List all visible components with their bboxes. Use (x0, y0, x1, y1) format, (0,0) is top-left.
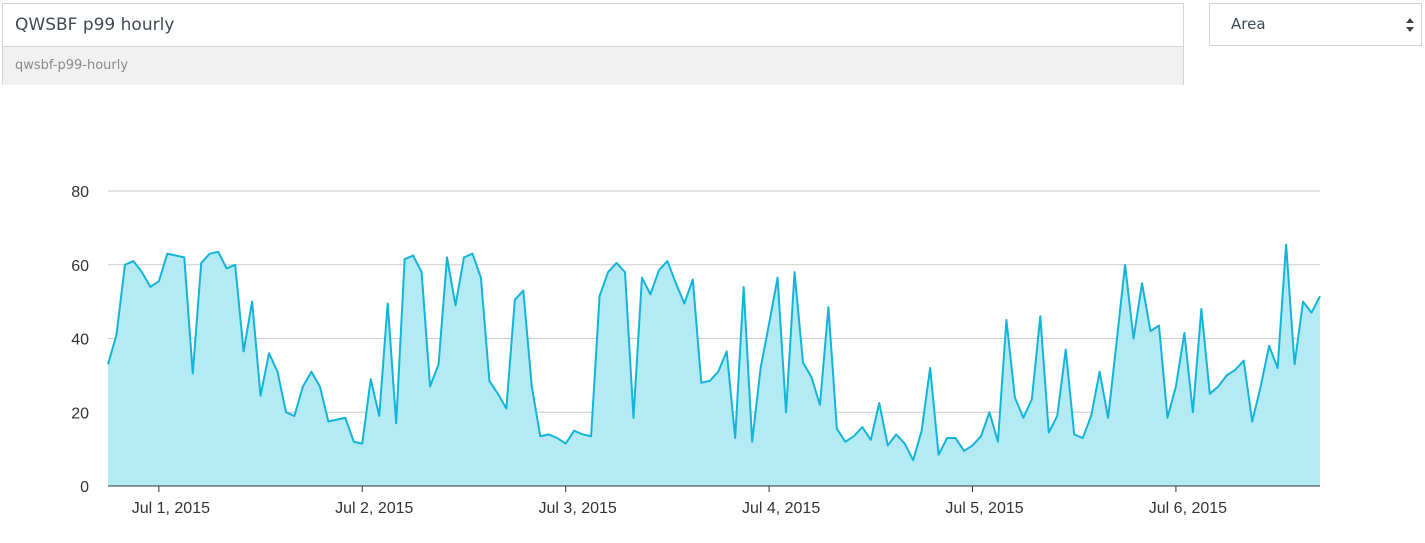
chart-type-select[interactable]: Area (1209, 3, 1422, 46)
y-tick-label-40: 40 (71, 332, 89, 349)
y-tick-label-80: 80 (71, 184, 89, 201)
y-axis: 0 20 40 60 80 (71, 184, 89, 496)
chart-area-layer (107, 243, 1321, 486)
chart-type-select-value: Area (1231, 15, 1266, 33)
y-tick-label-60: 60 (71, 258, 89, 275)
chart-slug: qwsbf-p99-hourly (3, 47, 1183, 85)
x-tick-label: Jul 2, 2015 (335, 500, 413, 517)
y-tick-label-20: 20 (71, 405, 89, 422)
x-tick-label: Jul 4, 2015 (742, 500, 820, 517)
series-area-fill (108, 244, 1320, 486)
x-tick-label: Jul 5, 2015 (945, 500, 1023, 517)
up-down-caret-icon (1406, 18, 1414, 32)
series-line (107, 243, 1321, 462)
chart-title-input[interactable] (3, 4, 1183, 47)
y-tick-label-0: 0 (80, 479, 89, 496)
x-tick-label: Jul 1, 2015 (132, 500, 210, 517)
x-axis: Jul 1, 2015 Jul 2, 2015 Jul 3, 2015 Jul 4, … (108, 485, 1320, 517)
x-tick-label: Jul 3, 2015 (539, 500, 617, 517)
title-field-group: qwsbf-p99-hourly (2, 3, 1184, 85)
x-tick-label: Jul 6, 2015 (1149, 500, 1227, 517)
